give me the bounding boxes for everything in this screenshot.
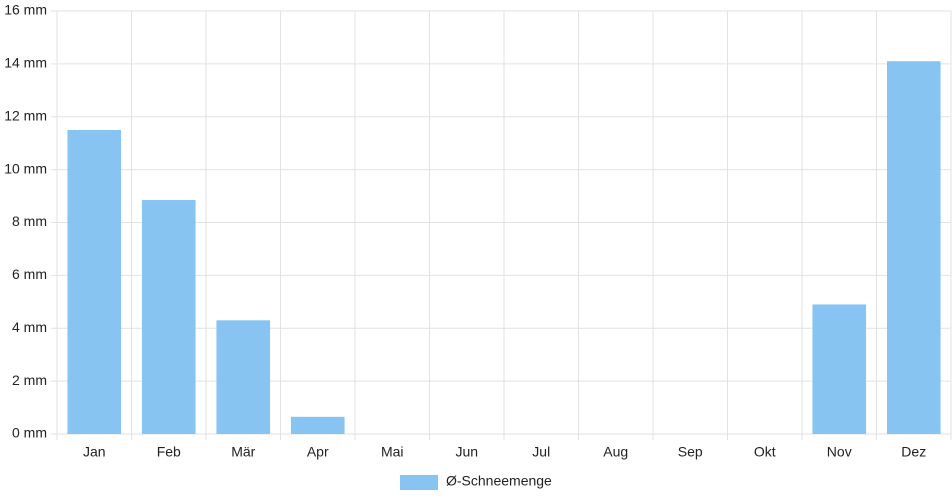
x-tick-label: Aug: [603, 444, 628, 460]
legend-swatch: [400, 475, 438, 490]
x-tick-label: Feb: [157, 444, 181, 460]
y-tick-label: 4 mm: [12, 319, 47, 335]
x-tick-label: Apr: [307, 444, 329, 460]
x-tick-label: Mär: [231, 444, 255, 460]
y-tick-label: 0 mm: [12, 425, 47, 441]
y-tick-label: 8 mm: [12, 213, 47, 229]
y-tick-label: 16 mm: [4, 2, 47, 18]
y-tick-label: 14 mm: [4, 55, 47, 71]
bar: [141, 200, 196, 434]
y-tick-label: 10 mm: [4, 160, 47, 176]
x-tick-label: Jul: [532, 444, 550, 460]
x-tick-label: Sep: [678, 444, 703, 460]
bar: [67, 129, 122, 434]
bar: [886, 61, 941, 434]
bar: [216, 320, 271, 434]
x-tick-label: Jun: [455, 444, 478, 460]
bar: [290, 416, 345, 434]
y-tick-label: 6 mm: [12, 266, 47, 282]
x-tick-label: Okt: [754, 444, 776, 460]
legend-label: Ø-Schneemenge: [446, 473, 552, 489]
x-tick-label: Nov: [827, 444, 852, 460]
x-tick-label: Jan: [83, 444, 106, 460]
bar: [812, 304, 867, 434]
x-tick-label: Dez: [901, 444, 926, 460]
y-tick-label: 2 mm: [12, 372, 47, 388]
x-tick-label: Mai: [381, 444, 404, 460]
y-tick-label: 12 mm: [4, 107, 47, 123]
